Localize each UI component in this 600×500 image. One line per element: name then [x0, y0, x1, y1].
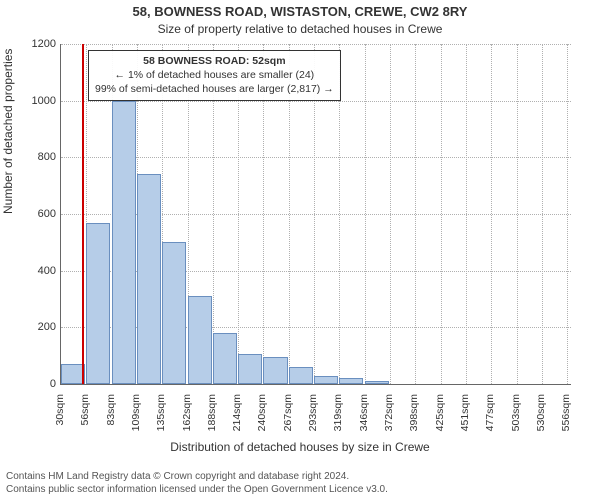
- gridline-v: [365, 44, 366, 384]
- histogram-bar: [213, 333, 237, 384]
- ytick-label: 400: [30, 265, 56, 277]
- gridline-v: [390, 44, 391, 384]
- ytick-label: 800: [30, 151, 56, 163]
- gridline-v: [415, 44, 416, 384]
- gridline-v: [567, 44, 568, 384]
- histogram-bar: [112, 101, 136, 384]
- xtick-label: 135sqm: [155, 394, 167, 434]
- histogram-bar: [263, 357, 287, 384]
- xtick-label: 451sqm: [459, 394, 471, 434]
- annotation-line1: 58 BOWNESS ROAD: 52sqm: [95, 54, 334, 68]
- xtick-label: 477sqm: [484, 394, 496, 434]
- gridline-v: [491, 44, 492, 384]
- xtick-label: 240sqm: [256, 394, 268, 434]
- histogram-bar: [162, 242, 186, 384]
- xtick-label: 346sqm: [358, 394, 370, 434]
- histogram-bar: [137, 174, 161, 384]
- histogram-bar: [86, 223, 110, 385]
- annotation-box: 58 BOWNESS ROAD: 52sqm ← 1% of detached …: [88, 50, 341, 101]
- xtick-label: 398sqm: [408, 394, 420, 434]
- gridline-v: [542, 44, 543, 384]
- xtick-label: 293sqm: [307, 394, 319, 434]
- annotation-line3: 99% of semi-detached houses are larger (…: [95, 82, 334, 96]
- reference-line: [82, 44, 84, 384]
- histogram-bar: [314, 376, 338, 385]
- xtick-label: 56sqm: [79, 394, 91, 434]
- xtick-label: 214sqm: [231, 394, 243, 434]
- ytick-label: 0: [30, 378, 56, 390]
- footer-attribution: Contains HM Land Registry data © Crown c…: [6, 470, 594, 496]
- xtick-label: 109sqm: [130, 394, 142, 434]
- histogram-bar: [365, 381, 389, 384]
- x-axis-label: Distribution of detached houses by size …: [0, 440, 600, 454]
- chart-title: 58, BOWNESS ROAD, WISTASTON, CREWE, CW2 …: [0, 4, 600, 19]
- gridline-v: [517, 44, 518, 384]
- xtick-label: 319sqm: [332, 394, 344, 434]
- xtick-label: 162sqm: [181, 394, 193, 434]
- footer-line1: Contains HM Land Registry data © Crown c…: [6, 470, 594, 483]
- ytick-label: 1200: [30, 38, 56, 50]
- y-axis-label: Number of detached properties: [1, 49, 15, 214]
- xtick-label: 503sqm: [510, 394, 522, 434]
- ytick-label: 1000: [30, 95, 56, 107]
- footer-line2: Contains public sector information licen…: [6, 483, 594, 496]
- annotation-line2: ← 1% of detached houses are smaller (24): [95, 68, 334, 82]
- xtick-label: 83sqm: [105, 394, 117, 434]
- histogram-bar: [339, 378, 363, 384]
- gridline-v: [466, 44, 467, 384]
- histogram-bar: [289, 367, 313, 384]
- chart-subtitle: Size of property relative to detached ho…: [0, 22, 600, 36]
- histogram-bar: [188, 296, 212, 384]
- histogram-bar: [238, 354, 262, 384]
- ytick-label: 200: [30, 321, 56, 333]
- ytick-label: 600: [30, 208, 56, 220]
- gridline-v: [441, 44, 442, 384]
- xtick-label: 556sqm: [560, 394, 572, 434]
- xtick-label: 30sqm: [54, 394, 66, 434]
- xtick-label: 372sqm: [383, 394, 395, 434]
- xtick-label: 267sqm: [282, 394, 294, 434]
- xtick-label: 188sqm: [206, 394, 218, 434]
- xtick-label: 530sqm: [535, 394, 547, 434]
- xtick-label: 425sqm: [434, 394, 446, 434]
